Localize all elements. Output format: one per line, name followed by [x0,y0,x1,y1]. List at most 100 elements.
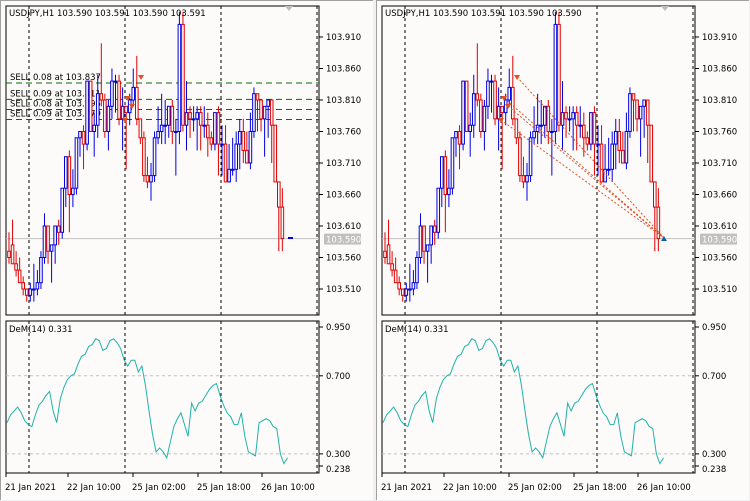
candle-body [35,282,40,290]
candle-body [567,118,572,121]
chart-window-left[interactable]: 103.910 103.860 103.810 103.760 103.710 103.6… [0,0,373,500]
candle-body [471,93,476,126]
candle-body [585,137,590,145]
candle-body [560,112,565,126]
dem-axis-label: 0.700 [326,372,350,382]
candle-body [613,131,618,145]
candle-body [156,131,160,139]
candle-body [252,93,256,132]
candlesticks [7,11,285,302]
candle-body [443,156,448,195]
chart-canvas-left[interactable]: 103.910 103.860 103.810 103.760 103.710 103.6… [1,1,374,501]
candle-body [592,112,597,145]
candle-body [589,112,593,145]
one-click-trading-toggle-icon[interactable] [285,6,293,11]
candle-body [259,99,263,120]
close-arrow-icon [661,236,667,241]
candle-body [447,187,451,195]
candle-body [269,99,274,126]
candle-body [518,137,522,177]
current-price-badge [324,233,361,245]
candle-body [188,112,192,120]
price-axis-label: 103.560 [326,254,361,264]
candle-body [163,124,167,127]
candle-body [535,124,540,132]
price-axis-label: 103.560 [702,254,737,264]
candle-body [649,124,654,183]
time-axis-label: 25 Jan 18:00 [573,483,627,493]
dem-axis-label: 0.300 [326,450,350,460]
candle-body [120,105,125,120]
candle-body [152,137,157,177]
candle-body [454,131,458,139]
candle-body [42,225,47,258]
candle-body [645,99,650,126]
price-axis-label: 103.660 [326,191,361,201]
indicator-label: DeM(14) 0.331 [9,325,73,335]
candle-body [507,86,512,101]
candle-body [277,181,281,208]
candle-body [46,225,50,252]
price-axis-label: 103.660 [702,191,737,201]
candle-body [610,143,614,170]
price-axis-label: 103.760 [326,128,361,138]
dem-axis-label: 0.300 [702,450,726,460]
candle-body [486,80,490,107]
trade-history-line [500,119,665,239]
current-price-label: 103.590 [326,236,361,246]
candle-body [582,124,586,139]
candle-body [266,99,270,107]
candle-body [432,225,437,233]
candle-body [74,137,79,189]
candle-body [628,93,632,132]
candle-body [557,23,561,126]
candle-body [514,118,519,139]
candle-body [60,187,65,233]
candle-body [117,80,121,120]
candle-body [149,175,153,183]
candle-body [166,105,171,126]
candle-body [617,131,622,151]
one-click-trading-toggle-icon[interactable] [661,6,669,11]
candle-body [248,131,253,164]
candle-body [606,168,611,171]
time-axis-label: 25 Jan 02:00 [508,483,562,493]
price-axis-label: 103.910 [326,33,361,43]
sell-arrow-icon [129,104,135,109]
candle-body [457,131,462,145]
candle-body [397,282,401,290]
candle-body [191,118,196,121]
candle-body [53,225,57,246]
candle-body [220,143,224,146]
candle-body [198,112,203,126]
candle-body [237,131,242,145]
candle-body [404,288,409,296]
trade-history-line [516,76,665,239]
chart-window-right[interactable]: 103.910 103.860 103.810 103.760 103.710 103.6… [376,0,749,500]
time-axis-label: 26 Jan 10:00 [637,483,691,493]
candle-body [631,93,636,101]
candle-body [546,105,551,133]
candle-body [408,288,412,291]
chart-canvas-right[interactable]: 103.910 103.860 103.810 103.760 103.710 103.6… [377,1,750,501]
candle-body [181,23,185,126]
candle-body [422,225,426,252]
candle-body [7,250,11,258]
candle-body [138,118,143,139]
candle-body [390,263,394,271]
main-chart-frame [5,5,320,316]
main-chart-frame [381,5,696,316]
indicator-frame [5,320,320,474]
candle-body [280,206,285,240]
candle-body [653,181,657,208]
candle-body [418,225,423,258]
candle-body [241,131,246,151]
candle-body [621,149,625,164]
candle-body [49,244,54,252]
candle-body [511,86,515,120]
candle-body [145,175,150,183]
indicator-frame [381,320,696,474]
sell-arrow-icon [138,75,144,80]
candle-body [532,131,536,139]
candle-body [571,112,575,120]
